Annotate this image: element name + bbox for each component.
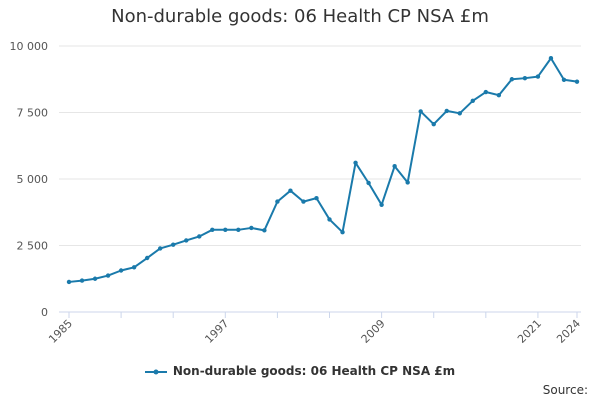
- data-point[interactable]: [457, 111, 462, 116]
- data-point[interactable]: [535, 74, 541, 79]
- y-tick-label: 7 500: [17, 107, 49, 120]
- x-tick-label: 2021: [515, 317, 544, 346]
- x-tick-label: 1985: [46, 317, 75, 346]
- data-point[interactable]: [210, 227, 215, 233]
- x-tick-label: 2024: [554, 317, 583, 346]
- data-point[interactable]: [431, 122, 436, 127]
- data-point[interactable]: [79, 278, 85, 283]
- data-point[interactable]: [118, 268, 124, 273]
- data-point[interactable]: [496, 93, 502, 98]
- x-tick-label: 1997: [202, 317, 231, 346]
- series-line: [68, 57, 578, 283]
- data-point[interactable]: [561, 77, 567, 82]
- data-point[interactable]: [444, 108, 449, 114]
- y-tick-label: 10 000: [10, 40, 49, 53]
- data-point[interactable]: [131, 265, 137, 270]
- y-tick-label: 5 000: [17, 173, 49, 186]
- series-layer: [66, 56, 580, 285]
- data-point[interactable]: [340, 230, 345, 235]
- legend-label: Non-durable goods: 06 Health CP NSA £m: [172, 364, 456, 378]
- data-point[interactable]: [379, 202, 384, 208]
- data-point[interactable]: [405, 180, 410, 185]
- data-point[interactable]: [275, 199, 280, 204]
- data-point[interactable]: [197, 234, 202, 239]
- data-point[interactable]: [144, 255, 150, 261]
- source-label: Source:: [542, 383, 588, 397]
- data-point[interactable]: [314, 195, 319, 201]
- data-point[interactable]: [470, 98, 475, 103]
- data-point[interactable]: [157, 246, 163, 251]
- data-point[interactable]: [353, 160, 358, 165]
- gridlines: [59, 45, 581, 246]
- data-point[interactable]: [366, 180, 371, 186]
- legend-swatch: [144, 369, 167, 374]
- axes: 0 2 500 5 000 7 500 10 000 1985 1997 2009 2021 20…: [10, 40, 584, 346]
- data-point[interactable]: [548, 56, 554, 61]
- data-point[interactable]: [223, 227, 228, 233]
- data-point[interactable]: [92, 276, 98, 281]
- y-tick-label: 0: [41, 306, 48, 319]
- data-point[interactable]: [66, 279, 72, 285]
- data-point[interactable]: [184, 238, 189, 243]
- data-point[interactable]: [418, 109, 423, 114]
- chart-title: Non-durable goods: 06 Health CP NSA £m: [111, 6, 489, 27]
- x-tick-label: 2009: [359, 317, 388, 346]
- data-point[interactable]: [392, 164, 397, 169]
- data-point[interactable]: [483, 89, 489, 95]
- data-point[interactable]: [236, 227, 241, 233]
- data-point[interactable]: [288, 188, 293, 193]
- data-point[interactable]: [262, 228, 267, 233]
- legend: Non-durable goods: 06 Health CP NSA £m: [0, 364, 600, 378]
- data-point[interactable]: [509, 77, 515, 82]
- data-point[interactable]: [522, 75, 528, 81]
- data-point[interactable]: [301, 199, 306, 204]
- data-point[interactable]: [574, 79, 580, 84]
- data-point[interactable]: [105, 273, 111, 278]
- y-tick-label: 2 500: [17, 240, 49, 253]
- data-point[interactable]: [171, 242, 176, 247]
- data-point[interactable]: [249, 225, 254, 231]
- data-point[interactable]: [327, 217, 332, 222]
